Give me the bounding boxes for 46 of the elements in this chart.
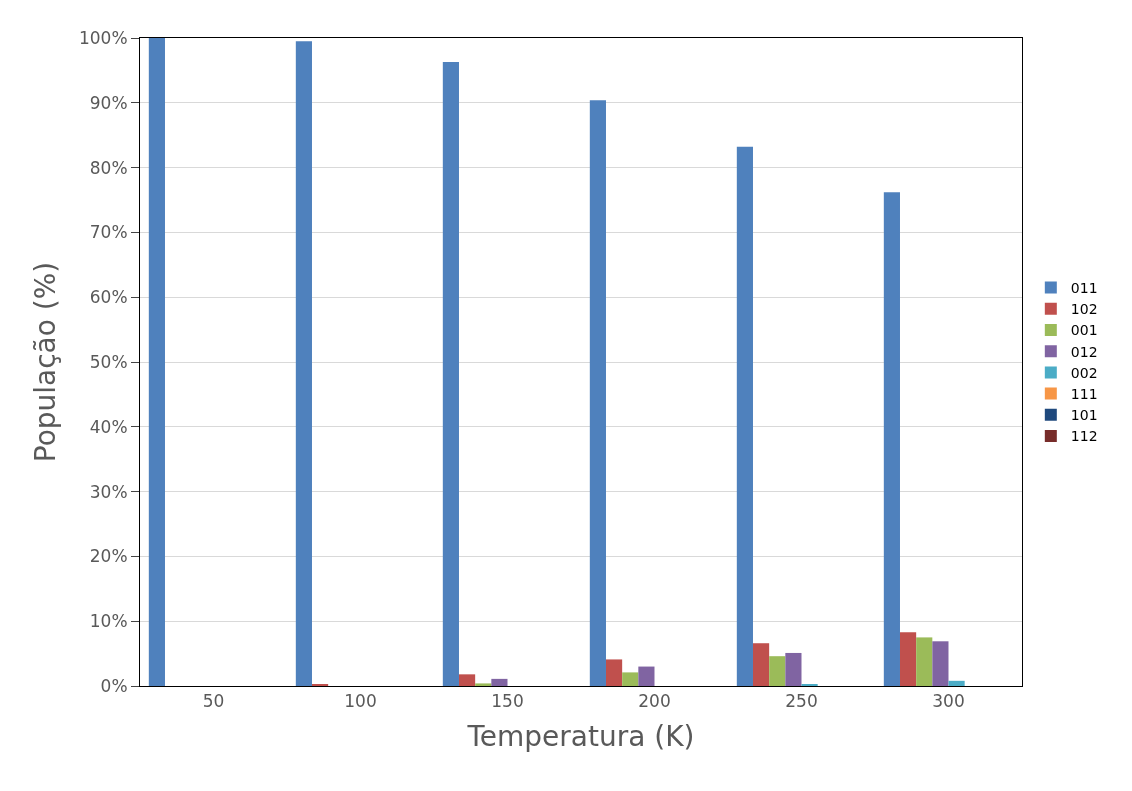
- legend-label: 001: [1070, 322, 1098, 339]
- bar: [622, 672, 639, 686]
- bar: [883, 192, 900, 686]
- y-tick-label: 100%: [78, 27, 128, 48]
- y-tick-label: 60%: [89, 287, 128, 308]
- bar: [899, 632, 917, 686]
- y-tick-label: 20%: [89, 546, 128, 567]
- bar: [295, 41, 312, 686]
- y-tick-label: 80%: [89, 157, 128, 178]
- bar: [916, 637, 933, 686]
- x-tick-label: 50: [202, 691, 225, 712]
- bar: [589, 100, 606, 686]
- bar: [736, 146, 753, 686]
- y-tick-label: 0%: [100, 675, 128, 696]
- bar: [458, 674, 476, 686]
- bar: [491, 678, 508, 686]
- x-tick-label: 300: [932, 691, 965, 712]
- bar: [932, 641, 949, 686]
- bar: [948, 680, 965, 686]
- bar: [752, 643, 770, 686]
- legend-label: 002: [1070, 364, 1098, 381]
- y-axis-title: População (%): [28, 261, 62, 463]
- bar: [769, 656, 786, 686]
- x-tick-label: 250: [785, 691, 818, 712]
- bar: [605, 659, 623, 686]
- legend-label: 011: [1070, 280, 1098, 297]
- y-tick-label: 40%: [89, 416, 128, 437]
- legend-label: 111: [1070, 386, 1098, 403]
- bar: [148, 38, 165, 686]
- y-tick-label: 50%: [89, 351, 128, 372]
- x-tick-label: 100: [344, 691, 377, 712]
- y-tick-label: 30%: [89, 481, 128, 502]
- bar: [442, 61, 459, 686]
- bar: [785, 652, 802, 686]
- legend-label: 101: [1070, 407, 1098, 424]
- bar: [638, 666, 655, 686]
- x-tick-label: 150: [491, 691, 524, 712]
- legend-label: 112: [1070, 428, 1098, 445]
- y-tick-label: 70%: [89, 222, 128, 243]
- x-axis-title: Temperatura (K): [466, 719, 695, 753]
- legend-label: 012: [1070, 343, 1098, 360]
- y-tick-label: 10%: [89, 611, 128, 632]
- x-tick-label: 200: [638, 691, 671, 712]
- y-tick-label: 90%: [89, 92, 128, 113]
- legend-label: 102: [1070, 301, 1098, 318]
- bar: [475, 683, 492, 686]
